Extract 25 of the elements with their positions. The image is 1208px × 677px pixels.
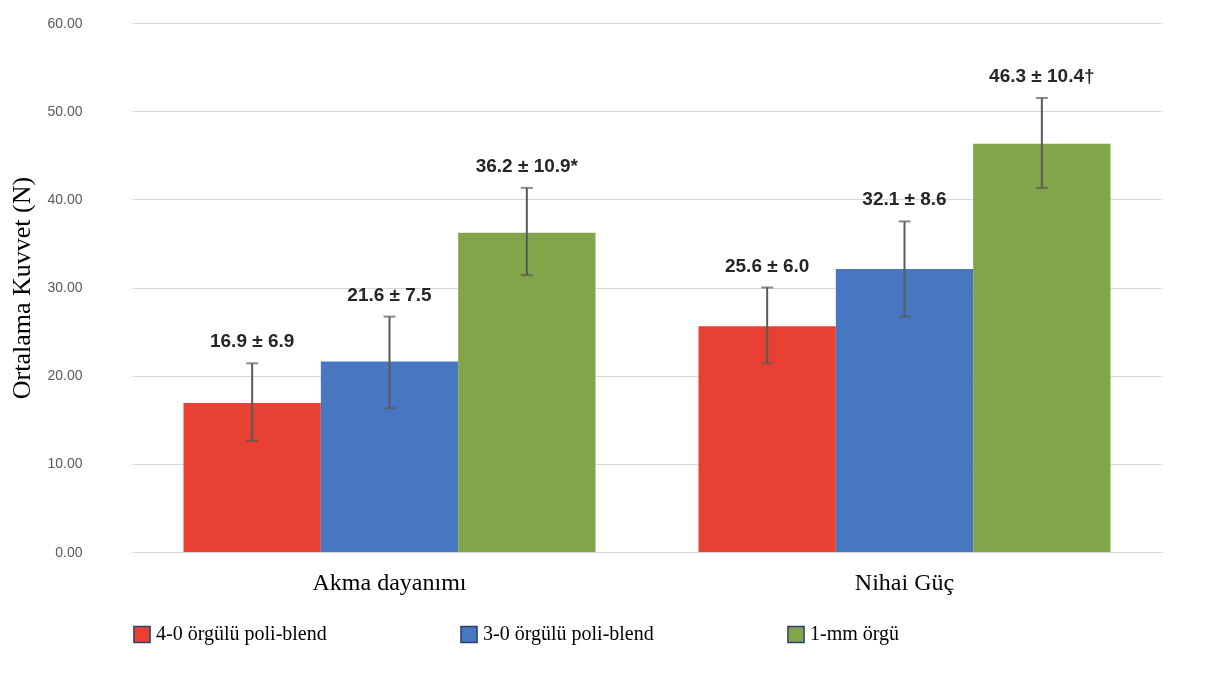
bar [835,268,974,552]
data-label: 25.6 ± 6.0 [724,254,810,276]
y-tick-label: 10.00 [47,455,83,472]
data-label: 46.3 ± 10.4† [989,64,1095,86]
data-label: 32.1 ± 8.6 [862,188,947,210]
legend-label: 1-mm örgü [810,622,900,646]
bar [320,361,459,552]
y-tick-label: 50.00 [47,102,83,119]
data-label: 36.2 ± 10.9* [475,154,579,176]
bar [698,326,836,552]
y-tick-label: 20.00 [47,367,83,384]
legend-label: 4-0 örgülü poli-blend [156,622,327,646]
data-label: 21.6 ± 7.5 [347,283,433,305]
y-tick-label: 60.00 [47,14,83,31]
data-label: 16.9 ± 6.9 [209,330,295,352]
bar [973,143,1111,552]
legend-label: 3-0 örgülü poli-blend [483,622,654,646]
y-axis-title: Ortalama Kuvvet (N) [7,176,37,400]
x-tick-label: Akma dayanımı [312,568,467,595]
bar [183,403,321,552]
y-tick-label: 30.00 [47,279,83,295]
y-tick-label: 40.00 [47,190,83,207]
bar [458,232,596,552]
x-tick-label: Nihai Güç [854,568,955,595]
y-tick-label: 0.00 [55,543,83,560]
